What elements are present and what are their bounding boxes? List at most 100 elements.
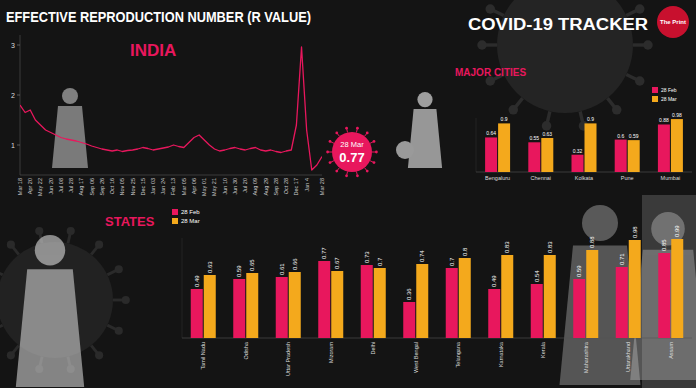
data-label: 0.59 <box>236 265 242 277</box>
plot-area <box>20 47 322 170</box>
bar <box>488 289 500 338</box>
main-title: EFFECTIVE REPRODUCTION NUMBER (R VALUE) <box>6 8 311 25</box>
x-tick-label: Mar 05 <box>181 178 187 195</box>
x-tick-label: West Bengal <box>413 342 419 373</box>
bar <box>485 137 497 172</box>
data-label: 0.64 <box>486 130 496 136</box>
legend-label: 28 Feb <box>181 209 200 215</box>
bar <box>498 123 510 172</box>
bar <box>403 302 415 338</box>
virus-knob <box>95 241 103 249</box>
x-axis <box>20 175 322 176</box>
x-tick-label: Pune <box>621 175 634 181</box>
x-tick-label: Kolkata <box>575 175 594 181</box>
legend-swatch <box>172 209 178 215</box>
x-tick-label: Jul 08 <box>58 178 64 193</box>
virus-knob <box>375 151 378 154</box>
data-label: 0.88 <box>659 117 669 123</box>
bar <box>615 140 627 172</box>
bar <box>586 250 598 338</box>
bar <box>204 275 216 338</box>
bar <box>671 239 683 338</box>
virus-knob <box>122 296 130 304</box>
bar <box>616 267 628 338</box>
bar <box>416 264 428 338</box>
y-tick <box>17 95 20 96</box>
bar <box>361 265 373 338</box>
virus-knob <box>356 127 359 130</box>
virus-knob <box>329 140 332 143</box>
bar <box>191 289 203 338</box>
x-tick-label: Sep 26 <box>99 178 105 195</box>
bar <box>233 279 245 338</box>
bar <box>628 140 640 172</box>
x-tick-label: Jan 24 <box>160 178 166 195</box>
y-tick-label: 1 <box>11 142 15 149</box>
bar <box>572 155 584 172</box>
bar <box>318 261 330 338</box>
data-label: 0.83 <box>504 241 510 253</box>
figure-body <box>52 106 88 168</box>
y-tick <box>17 45 20 46</box>
virus-knob <box>477 40 487 50</box>
x-tick-label: Kerala <box>540 341 546 358</box>
virus-knob <box>509 105 519 115</box>
tracker-title: COVID-19 TRACKER <box>468 16 649 33</box>
legend-swatch <box>652 87 658 93</box>
x-tick-label: Tamil Nadu <box>200 342 206 370</box>
ppe-figure <box>52 88 88 168</box>
bar <box>528 142 540 172</box>
x-tick-label: Jun 10 <box>222 178 228 195</box>
virus-knob <box>612 105 622 115</box>
x-tick-label: Apr 20 <box>27 178 33 194</box>
chart-title: INDIA <box>130 41 176 60</box>
bar <box>446 268 458 338</box>
data-label: 0.61 <box>279 263 285 275</box>
x-axis <box>182 338 692 339</box>
x-tick-label: Nov 05 <box>119 178 125 195</box>
data-label: 0.99 <box>674 225 680 237</box>
x-tick-label: Maharashtra <box>583 341 589 373</box>
y-tick <box>17 145 20 146</box>
figure-body <box>408 109 442 168</box>
data-label: 0.32 <box>573 148 583 154</box>
virus-knob <box>373 140 376 143</box>
x-tick-label: Oct 16 <box>109 178 115 194</box>
annotation-badge <box>326 127 378 177</box>
x-tick-label: Uttarakhand <box>625 342 631 372</box>
x-tick-label: Mizoram <box>328 342 334 364</box>
virus-knob <box>335 170 338 173</box>
virus-knob <box>7 351 15 359</box>
data-label: 0.49 <box>194 275 200 287</box>
data-label: 0.36 <box>406 288 412 300</box>
x-tick-label: Jun 30 <box>232 178 238 195</box>
virus-spike <box>0 269 3 275</box>
data-label: 0.59 <box>576 265 582 277</box>
figure-body <box>16 269 84 387</box>
plot-area <box>191 239 684 338</box>
x-tick-label: Uttar Pradesh <box>285 342 291 376</box>
bar <box>331 271 343 338</box>
legend-label: 28 Mar <box>661 96 677 102</box>
virus-knob <box>542 121 552 131</box>
virus-knob <box>366 132 369 135</box>
virus-knob <box>345 174 348 177</box>
data-label: 0.63 <box>207 261 213 273</box>
data-label: 0.49 <box>491 275 497 287</box>
virus-knob <box>345 127 348 130</box>
x-tick-label: Apr 06 <box>191 178 197 194</box>
data-label: 0.6 <box>617 133 624 139</box>
bar <box>671 119 683 172</box>
figure-head <box>582 205 618 241</box>
bar <box>501 255 513 338</box>
x-tick-label: May 01 <box>201 178 207 196</box>
y-axis <box>182 238 183 338</box>
infographic: EFFECTIVE REPRODUCTION NUMBER (R VALUE) C… <box>0 0 696 388</box>
r-value-line <box>20 47 322 170</box>
x-tick-label: Jul 20 <box>242 178 248 193</box>
x-tick-label: Telangana <box>455 341 461 367</box>
bar <box>629 240 641 338</box>
bar <box>658 124 670 172</box>
y-tick-label: 2 <box>11 92 15 99</box>
x-tick-label: Jun 20 <box>48 178 54 195</box>
